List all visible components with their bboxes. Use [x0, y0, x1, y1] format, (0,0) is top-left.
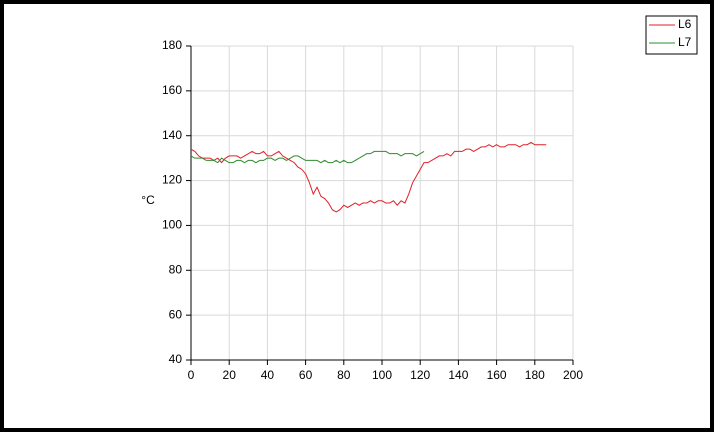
x-tick-label: 20: [223, 368, 237, 382]
x-tick-label: 120: [410, 368, 430, 382]
x-tick-label: 160: [487, 368, 507, 382]
y-tick-label: 80: [169, 262, 183, 276]
x-tick-label: 80: [337, 368, 351, 382]
legend-box: [645, 15, 698, 55]
x-tick-label: 200: [563, 368, 583, 382]
data-line: [190, 141, 547, 213]
x-tick-label: 180: [525, 368, 545, 382]
y-tick-label: 60: [169, 307, 183, 321]
data-line: [190, 150, 425, 164]
y-tick-label: 160: [162, 83, 182, 97]
y-tick-label: 40: [169, 352, 183, 366]
y-tick-label: 140: [162, 128, 182, 142]
y-axis-label: °C: [141, 193, 155, 207]
x-tick-label: 60: [299, 368, 313, 382]
y-tick-label: 120: [162, 173, 182, 187]
legend-label: L7: [678, 35, 692, 49]
legend-label: L6: [678, 17, 692, 31]
y-tick-label: 180: [162, 38, 182, 52]
x-tick-label: 40: [261, 368, 275, 382]
x-tick-label: 100: [372, 368, 392, 382]
x-tick-label: 140: [448, 368, 468, 382]
y-tick-label: 100: [162, 218, 182, 232]
x-tick-label: 0: [188, 368, 195, 382]
